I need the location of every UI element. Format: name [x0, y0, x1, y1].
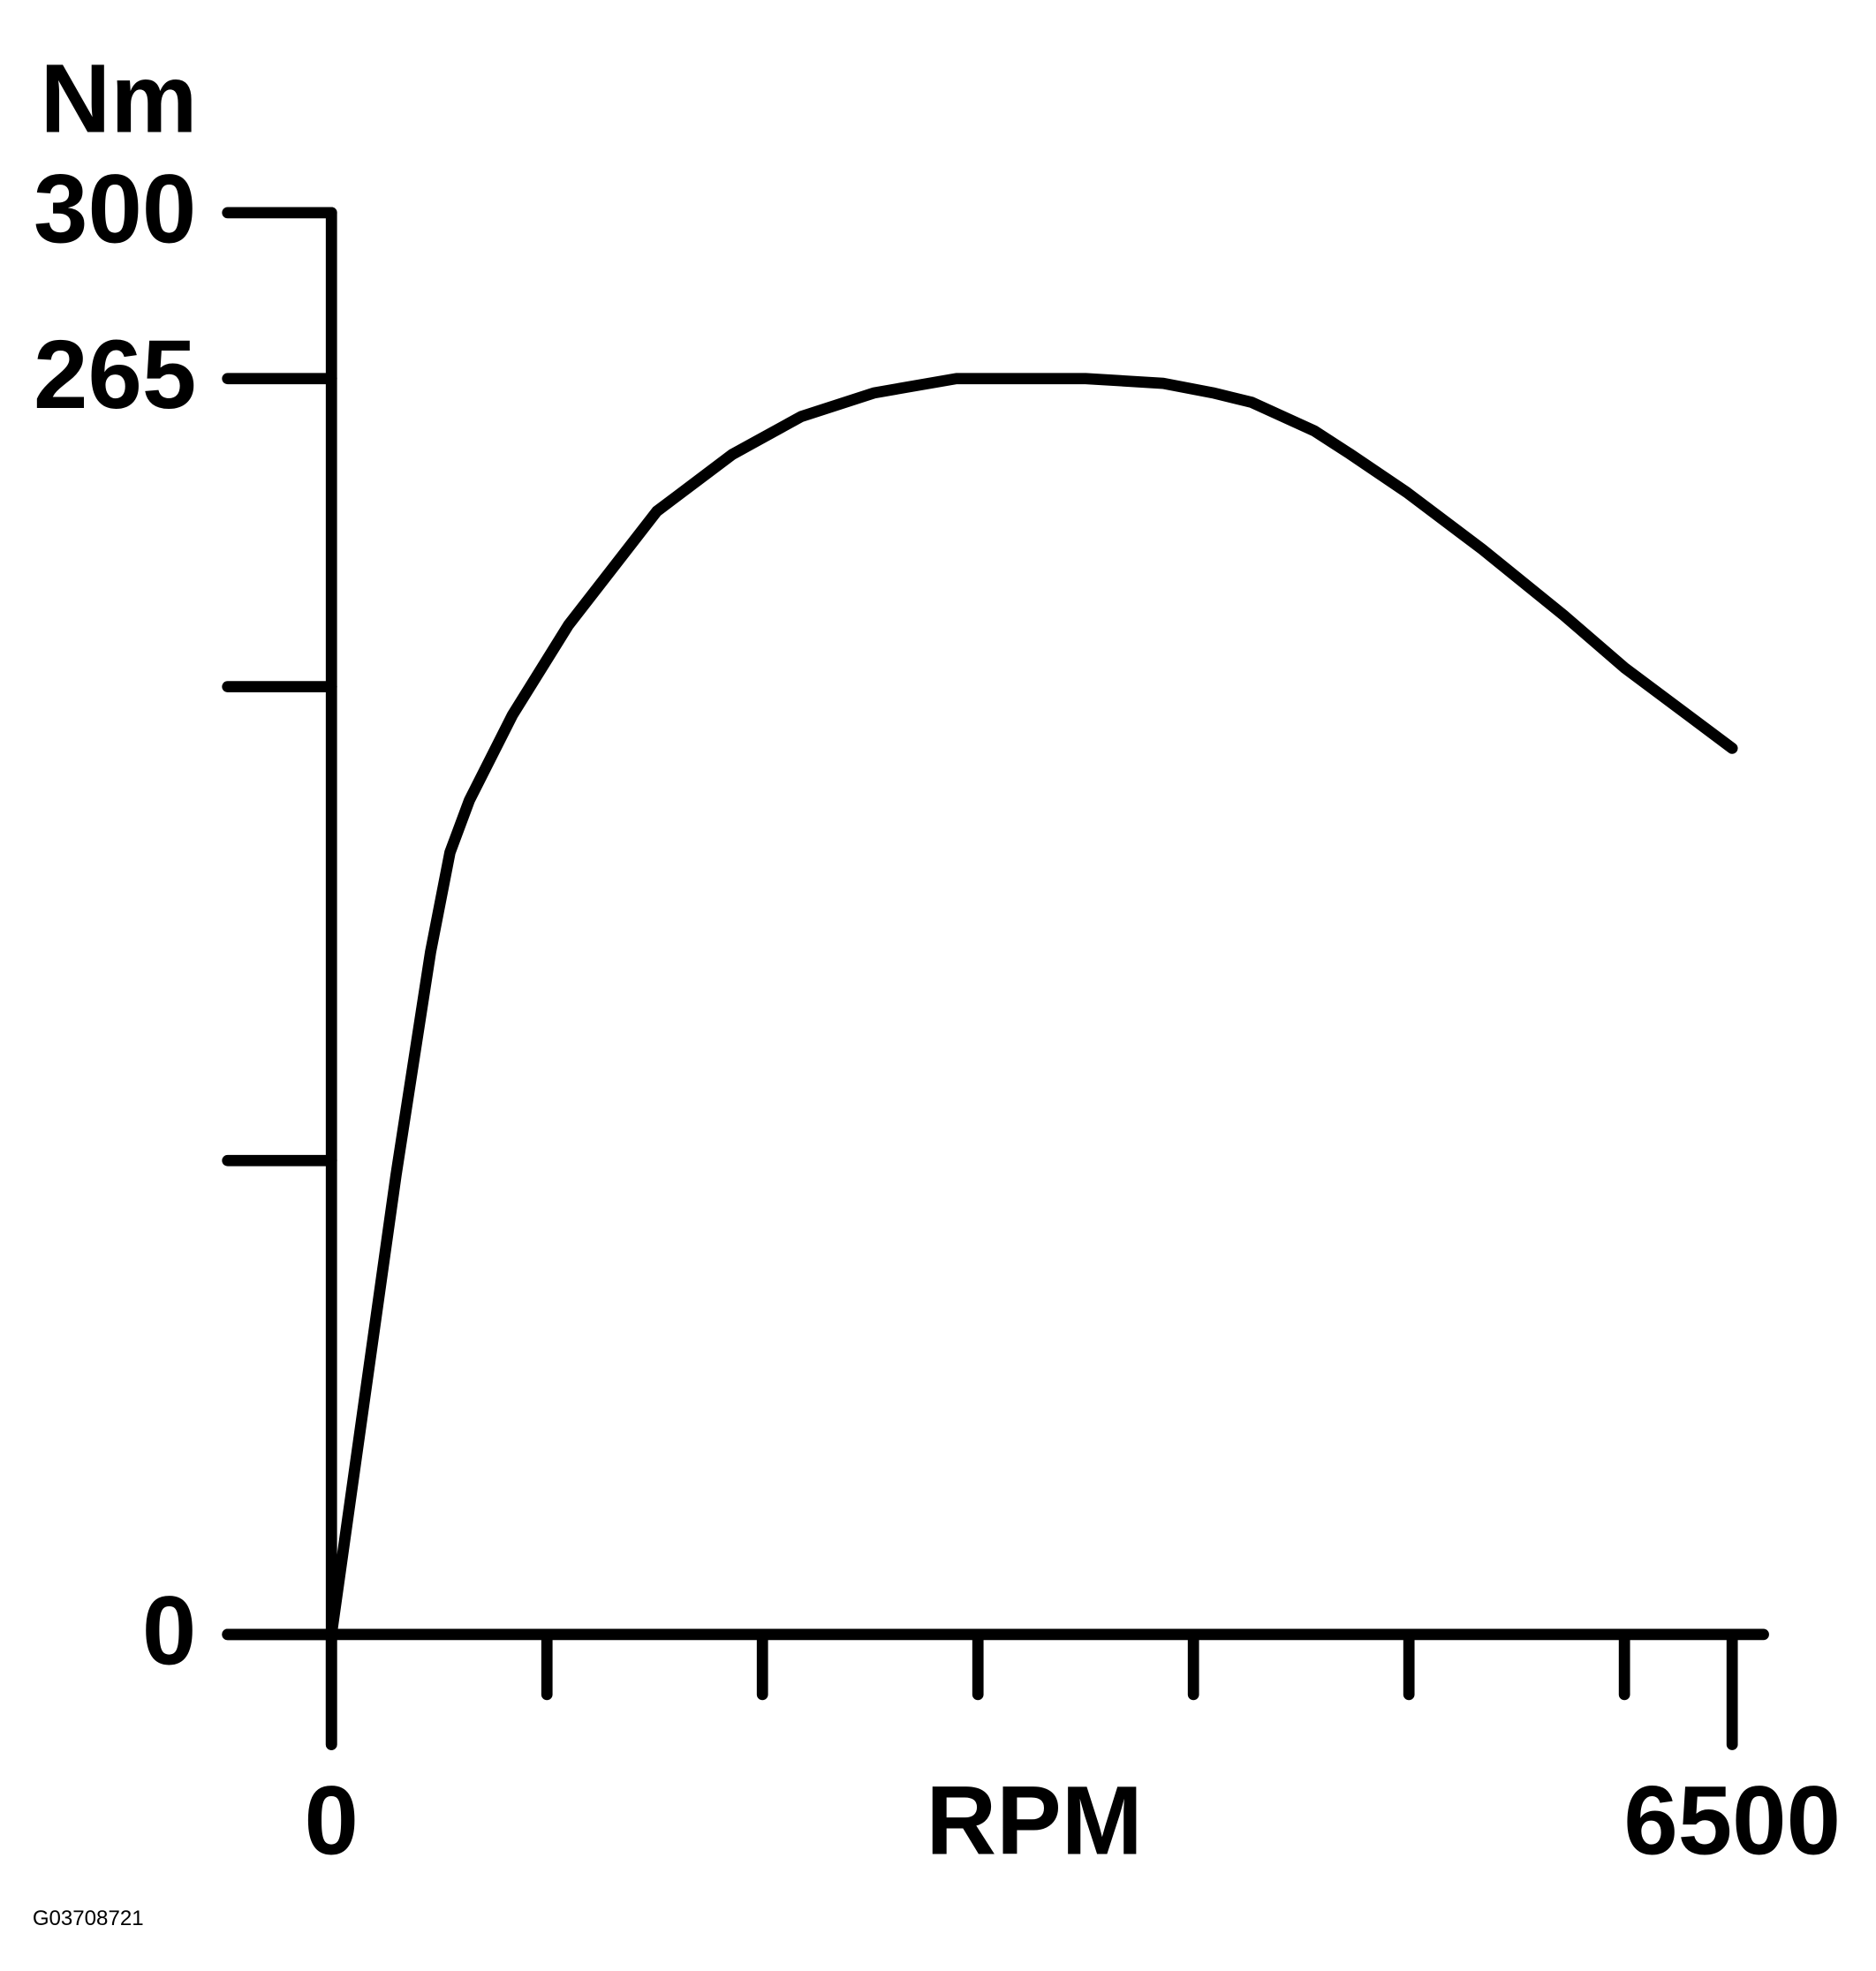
figure-code: G03708721: [33, 1907, 144, 1930]
y-tick-label: 0: [142, 1576, 196, 1685]
x-tick-label: 0: [305, 1767, 359, 1876]
x-axis-label: RPM: [926, 1767, 1142, 1876]
x-tick-label: 6500: [1623, 1767, 1841, 1876]
y-tick-label: 265: [34, 321, 196, 429]
torque-curve: [325, 373, 1738, 1641]
y-axis-label: Nm: [41, 45, 198, 154]
y-tick-label: 300: [34, 155, 196, 263]
